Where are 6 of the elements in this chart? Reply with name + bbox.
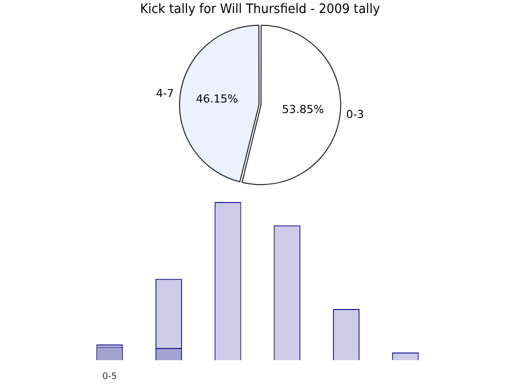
data-label: 46.15% [196,92,238,106]
chart-title: Kick tally for Will Thursfield - 2009 tally [140,0,380,16]
slice-label: 0-3 [346,108,364,122]
data-label: 53.85% [282,102,324,116]
slice-label: 4-7 [156,87,174,100]
x-tick-label: 0-5 [102,372,117,382]
